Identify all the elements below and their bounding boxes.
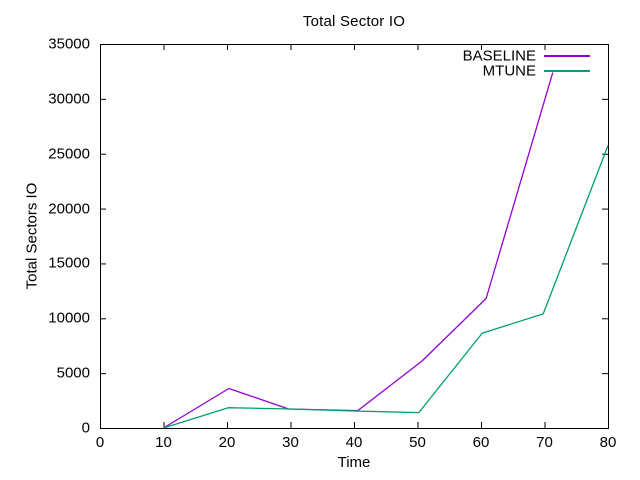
plot-border [100, 44, 609, 429]
y-tick-label: 5000 [56, 364, 90, 382]
series-line-baseline [163, 72, 554, 429]
legend-entry-baseline: BASELINE [440, 47, 590, 64]
y-tick-label: 0 [81, 419, 90, 437]
legend-line-sample-mtune [544, 69, 590, 72]
x-tick-label: 70 [536, 434, 553, 451]
y-tick-label: 35000 [48, 35, 90, 53]
x-tick-label: 20 [218, 434, 236, 451]
legend-label-baseline: BASELINE [462, 47, 536, 64]
series-line-mtune [163, 145, 609, 429]
legend-line-sample-baseline [544, 54, 590, 57]
x-tick-label: 60 [472, 434, 490, 451]
y-tick-label: 25000 [48, 145, 90, 163]
x-tick-label: 50 [409, 434, 426, 451]
y-tick-label: 30000 [48, 90, 90, 108]
x-tick-label: 30 [282, 434, 299, 451]
x-axis-label: Time [337, 454, 371, 471]
legend-label-mtune: MTUNE [482, 62, 536, 79]
x-tick-label: 80 [599, 434, 617, 451]
x-tick-label: 10 [155, 434, 172, 451]
y-axis-label: Total Sectors IO [23, 182, 41, 290]
x-tick-label: 40 [345, 434, 363, 451]
y-tick-label: 10000 [48, 309, 90, 327]
x-tick-label: 0 [95, 434, 105, 451]
chart-title: Total Sector IO [302, 13, 406, 30]
y-tick-label: 15000 [48, 254, 90, 272]
legend-entry-mtune: MTUNE [440, 62, 590, 79]
y-tick-label: 20000 [48, 200, 90, 218]
